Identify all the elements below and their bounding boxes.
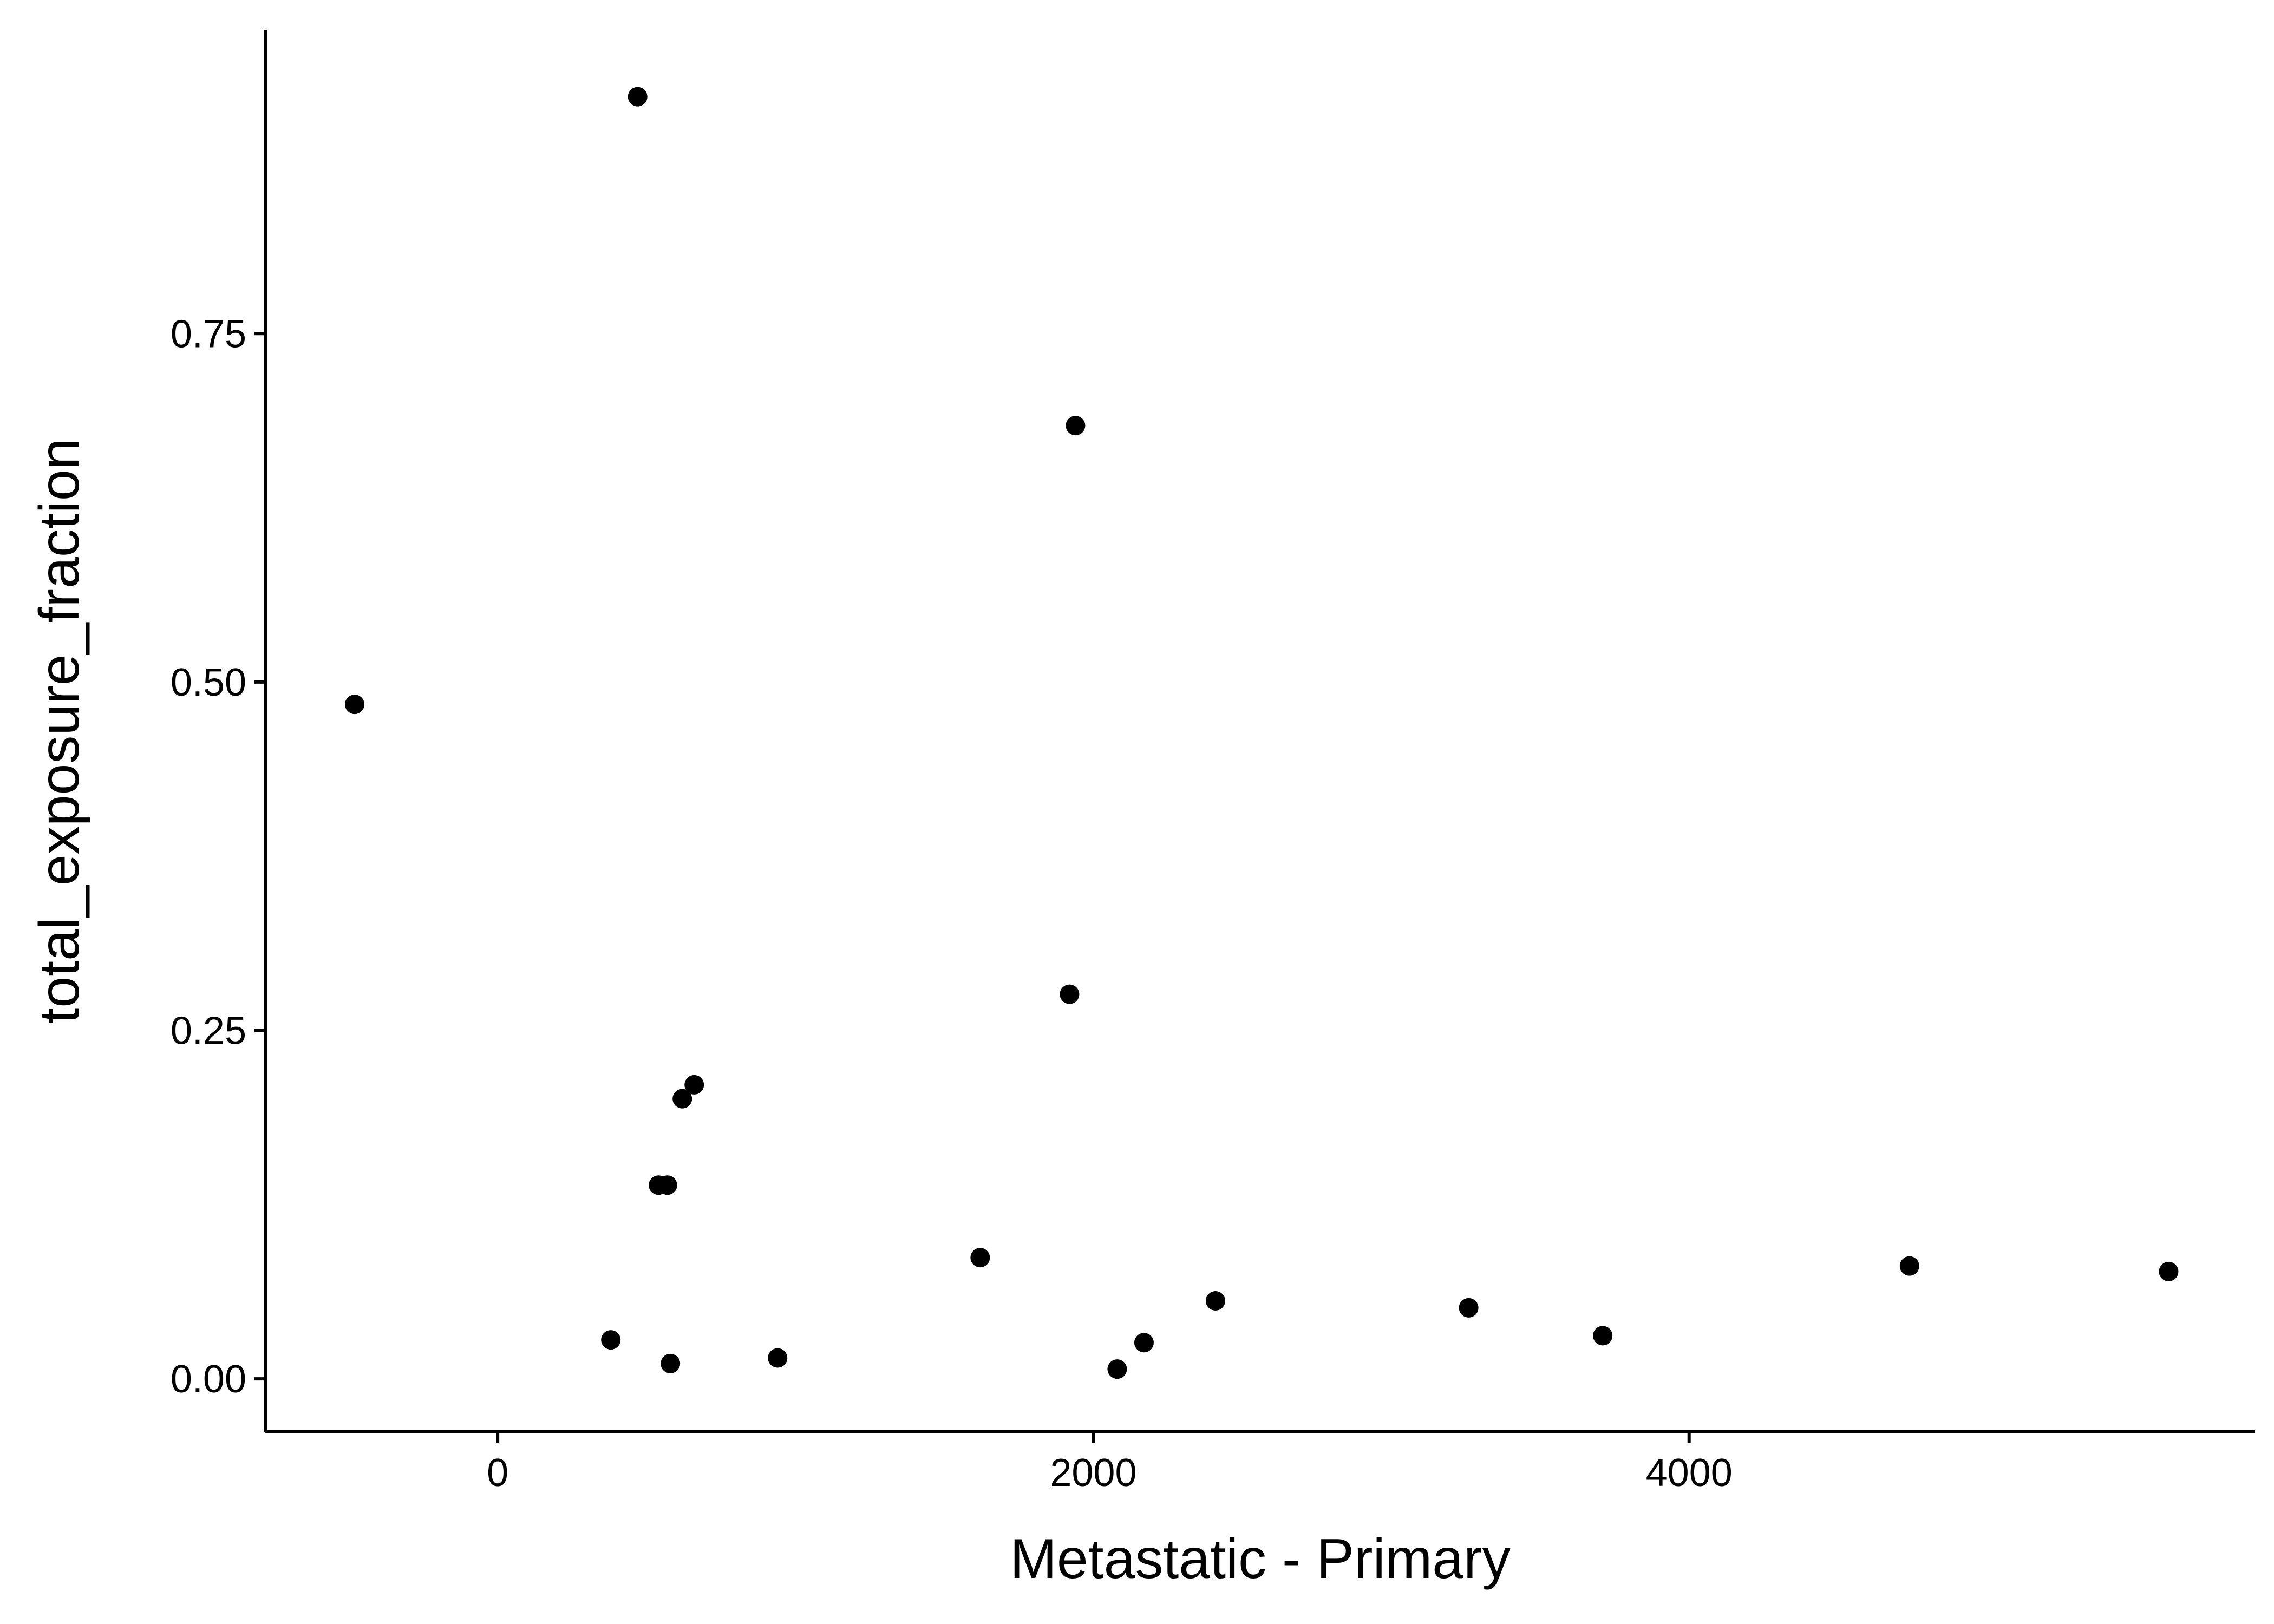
y-axis-title: total_exposure_fraction: [28, 438, 91, 1023]
scatter-point: [1459, 1298, 1479, 1318]
scatter-point: [768, 1348, 788, 1368]
x-axis-title: Metastatic - Primary: [1010, 1528, 1511, 1590]
scatter-point: [684, 1075, 704, 1095]
scatter-point: [1205, 1291, 1225, 1311]
y-tick-label: 0.75: [171, 312, 246, 356]
scatter-point: [1899, 1256, 1919, 1276]
y-axis-ticks: 0.00 0.25 0.50 0.75: [171, 312, 265, 1401]
scatter-point: [661, 1353, 681, 1373]
x-tick-label: 2000: [1050, 1451, 1136, 1495]
scatter-point: [1593, 1326, 1613, 1346]
y-tick-label: 0.00: [171, 1358, 246, 1401]
scatter-point: [657, 1175, 677, 1195]
x-tick-label: 4000: [1646, 1451, 1733, 1495]
y-tick-label: 0.25: [171, 1010, 246, 1053]
scatter-point: [1066, 416, 1086, 436]
scatter-point: [970, 1248, 990, 1268]
scatter-point: [1107, 1359, 1127, 1379]
scatter-point: [2159, 1261, 2179, 1281]
scatter-point: [345, 695, 365, 715]
points-layer: [345, 87, 2179, 1379]
scatter-point: [1134, 1333, 1154, 1353]
scatter-point: [672, 1089, 692, 1109]
scatter-point: [601, 1330, 621, 1350]
scatter-point: [628, 87, 648, 107]
y-tick-label: 0.50: [171, 661, 246, 704]
x-axis-ticks: 0 2000 4000: [487, 1432, 1733, 1495]
x-tick-label: 0: [487, 1451, 508, 1495]
scatter-point: [1060, 984, 1080, 1004]
